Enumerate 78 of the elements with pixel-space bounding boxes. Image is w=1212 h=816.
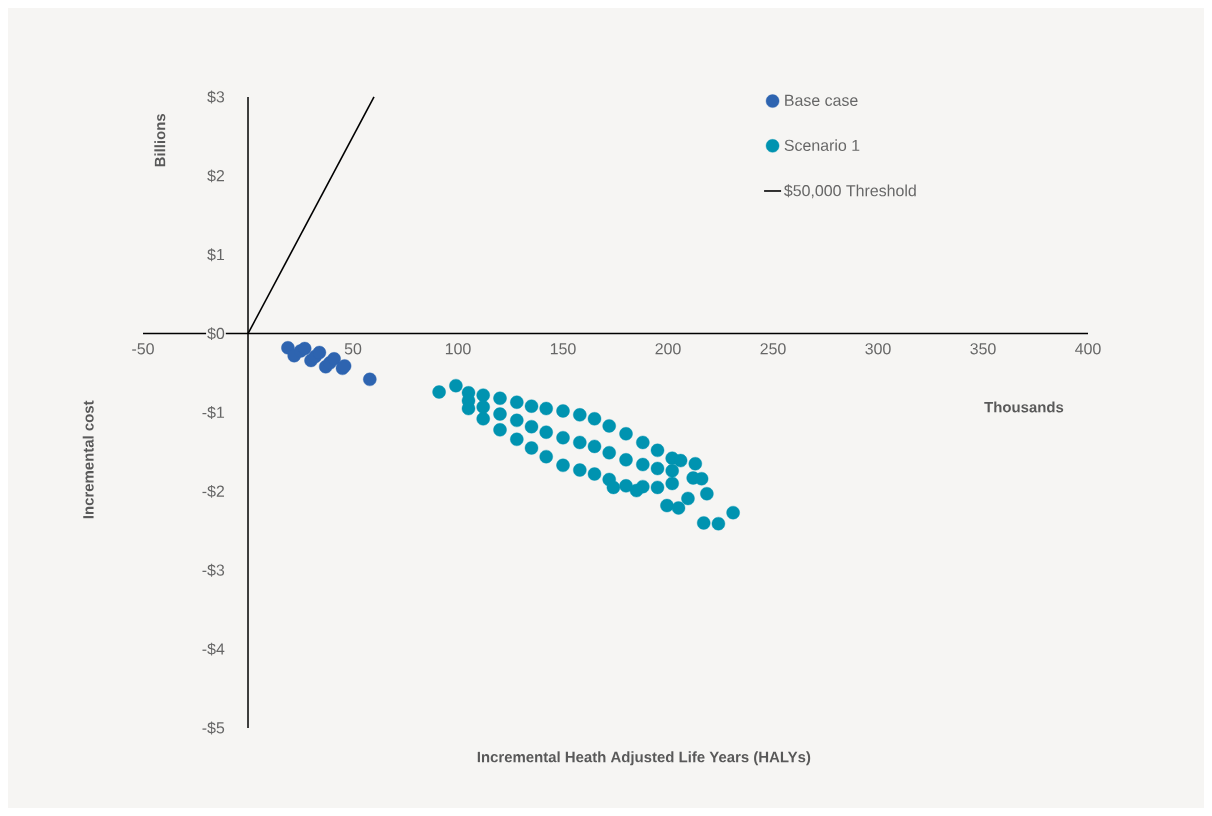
y-tick-label: -$3 [202,563,225,577]
y-axis-title: Incremental cost [82,400,94,519]
y-tick-label: $3 [207,90,225,104]
point [587,467,602,481]
point [556,458,570,473]
x-tick-label: -50 [132,343,154,355]
point [602,419,616,433]
y-tick-label: $2 [207,169,225,183]
point [671,501,686,515]
x-tick-label: 150 [550,343,576,355]
point [432,385,446,399]
point [636,457,650,472]
y-tick-label: $0 [207,327,225,341]
point [587,412,602,426]
point [629,483,644,498]
x-tick-label: 100 [445,343,471,355]
point [700,487,714,501]
point [524,399,539,413]
legend-label: $50,000 Threshold [784,184,916,199]
point [556,404,570,418]
point [573,408,587,422]
point [556,431,570,445]
x-axis-title: Incremental Heath Adjusted Life Years (HALYs) [477,751,811,766]
annotation: Thousands [984,401,1064,413]
x-tick-label: 250 [760,343,786,355]
point [573,463,587,477]
point [539,425,553,439]
point [539,449,553,464]
point [573,435,587,450]
point [636,435,650,450]
point [619,453,633,467]
point [660,498,674,513]
point [524,419,539,434]
point [524,441,539,455]
y-tick-label: -$4 [202,642,225,656]
y-tick-label: $1 [207,248,225,262]
point [650,443,665,458]
point [449,378,463,393]
x-tick-label: 400 [1075,343,1101,355]
x-tick-label: 200 [655,343,681,355]
y-tick-label: -$2 [202,484,225,498]
point [363,372,377,387]
point [650,461,665,476]
point [673,453,688,468]
legend-label: Base case [785,94,858,106]
point [711,517,726,531]
point [298,341,312,356]
point [606,480,621,495]
point [726,505,740,520]
point [493,423,507,437]
point [493,407,507,421]
point [327,352,341,366]
point [602,446,616,460]
x-tick-label: 350 [970,343,996,355]
point [476,412,490,426]
legend-label: Scenario 1 [784,139,860,152]
annotation: Billions [154,113,166,167]
point [650,480,665,495]
point [665,476,679,491]
y-tick-label: -$5 [202,721,225,735]
point [510,432,524,446]
point [510,413,524,428]
point [619,479,633,493]
point [697,516,711,530]
point [665,464,679,478]
point [688,457,703,471]
y-tick-label: -$1 [202,406,225,419]
point [476,388,490,402]
point [476,400,490,414]
point [539,401,553,416]
x-tick-label: 50 [344,343,362,355]
point [681,491,695,506]
x-tick-label: 300 [865,343,891,355]
point [312,345,327,360]
point [619,427,633,441]
point [493,391,507,405]
point [510,395,524,409]
point [587,439,602,454]
